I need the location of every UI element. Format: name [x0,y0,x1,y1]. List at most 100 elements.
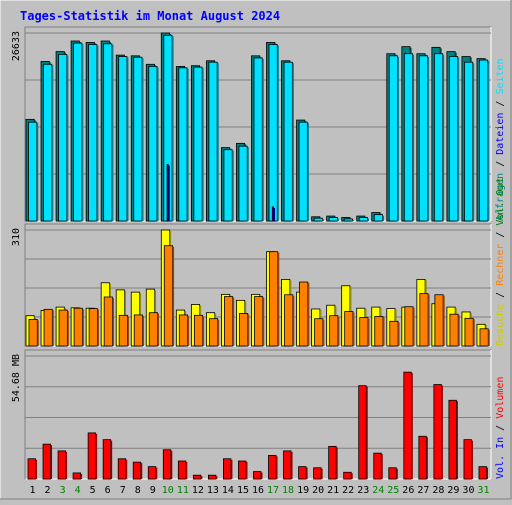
bar-dateien-day-26 [403,53,415,222]
bar-rechner-day-15 [239,313,250,347]
day-label-24: 24 [372,485,384,496]
bar-volumen-day-15 [238,460,248,480]
bar-rechner-day-2 [43,308,54,347]
bar-rechner-day-23 [359,317,370,347]
bar-volumen-day-30 [463,439,473,480]
bar-dateien-day-1 [28,121,39,222]
bar-volumen-day-6 [102,439,113,480]
bar-volumen-day-8 [132,461,143,480]
bar-volumen-day-1 [27,458,38,480]
bar-seiten-day-17 [271,206,275,222]
bar-volumen-day-22 [343,471,353,480]
bar-rechner-day-13 [208,318,220,347]
legend-item-seiten: Seiten [495,58,506,94]
bar-rechner-day-1 [28,319,39,347]
bar-dateien-day-12 [193,66,204,222]
bar-volumen-day-25 [388,467,398,480]
day-label-13: 13 [207,485,219,496]
bar-rechner-day-20 [314,318,325,347]
legend-item-vol-out: Vol. Out [495,177,506,225]
day-label-31: 31 [477,485,489,496]
day-label-21: 21 [327,485,339,496]
bar-volumen-day-16 [253,471,263,480]
legend-separator: / [495,95,506,113]
legend-separator: / [495,226,506,244]
bar-rechner-day-5 [88,308,99,347]
chart-title: Tages-Statistik im Monat August 2024 [20,9,280,23]
bar-volumen-day-28 [433,384,443,480]
bar-volumen-day-24 [373,452,383,480]
bar-volumen-day-12 [192,474,203,480]
legend-bottom: Vol. In / Volumen [495,377,506,479]
day-label-2: 2 [45,485,51,496]
bar-dateien-day-21 [328,217,339,222]
day-label-17: 17 [267,485,279,496]
bar-rechner-day-28 [434,294,445,347]
day-label-28: 28 [432,485,444,496]
bar-dateien-day-25 [388,55,400,222]
bar-rechner-day-21 [329,315,340,347]
day-label-10: 10 [162,485,174,496]
day-label-5: 5 [90,485,96,496]
legend-separator: / [495,286,506,304]
bar-rechner-day-25 [389,320,400,347]
bar-seiten-day-10 [166,164,170,222]
day-label-7: 7 [120,485,126,496]
bar-rechner-day-26 [404,306,415,347]
bar-volumen-day-3 [57,450,68,480]
day-label-12: 12 [192,485,204,496]
bar-volumen-day-7 [117,458,128,480]
bar-dateien-day-7 [118,56,129,222]
bar-volumen-day-9 [147,466,158,480]
day-label-15: 15 [237,485,249,496]
bar-volumen-day-10 [162,449,173,480]
legend-middle: Besuche / Rechner / Vol. Out [495,177,506,346]
day-label-4: 4 [75,485,81,496]
legend-separator: / [495,155,506,173]
bar-dateien-day-23 [358,217,369,222]
day-label-1: 1 [30,485,36,496]
bar-dateien-day-4 [73,42,84,222]
day-label-23: 23 [357,485,369,496]
bar-dateien-day-29 [449,56,460,222]
bar-rechner-day-9 [148,312,160,347]
bar-rechner-day-7 [118,314,129,347]
bar-dateien-day-3 [58,54,69,222]
day-label-26: 26 [402,485,414,496]
bar-dateien-day-19 [298,121,309,222]
bar-volumen-day-11 [177,460,188,480]
chart-panels: 26633 310 54.68 MB [11,26,492,480]
bar-volumen-day-23 [358,385,368,480]
bar-dateien-day-30 [464,61,475,222]
bar-volumen-day-26 [403,371,413,480]
bar-volumen-day-4 [72,472,83,480]
bar-rechner-day-27 [419,293,430,347]
bar-dateien-day-28 [433,53,445,222]
bar-rechner-day-24 [374,316,385,347]
day-label-8: 8 [135,485,141,496]
day-label-11: 11 [177,485,189,496]
legend-item-rechner: Rechner [495,244,506,286]
bar-rechner-day-12 [193,314,205,347]
bar-dateien-day-6 [103,43,114,222]
bar-dateien-day-16 [253,57,264,222]
bar-dateien-day-14 [223,149,234,222]
bar-rechner-day-8 [133,314,144,347]
day-axis-labels: 1 2 3 4 5 6 7 8 9 10 11 12 13 14 15 16 17 18 19 20 21 22 23 24 2… [30,485,490,496]
bar-dateien-day-5 [88,44,99,222]
bar-rechner-day-16 [254,296,265,347]
bar-rechner-day-14 [224,296,235,347]
bar-rechner-day-22 [344,311,355,347]
legend-item-volumen: Volumen [495,377,506,419]
legend-item-dateien: Dateien [495,113,506,155]
day-label-20: 20 [312,485,324,496]
day-label-22: 22 [342,485,354,496]
panel-max-label-1: 310 [11,228,22,246]
bar-rechner-day-31 [479,328,490,347]
bar-rechner-day-6 [103,296,114,347]
bar-dateien-day-11 [178,67,189,222]
bar-dateien-day-22 [343,218,354,222]
